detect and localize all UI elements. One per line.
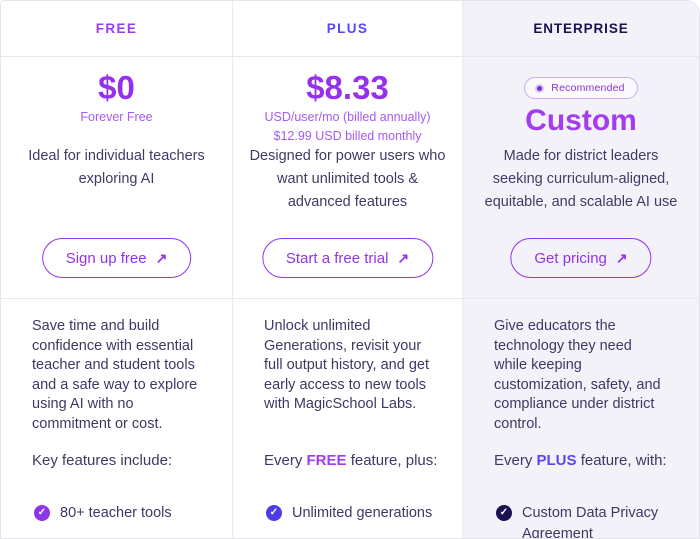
- start-free-trial-button[interactable]: Start a free trial ↗: [261, 238, 434, 278]
- get-pricing-button-label: Get pricing: [534, 249, 607, 267]
- plan-summary-plus: $8.33 USD/user/mo (billed annually) $12.…: [233, 57, 462, 299]
- plan-name-plus: PLUS: [326, 21, 369, 36]
- feature-label: 80+ teacher tools: [60, 505, 172, 521]
- price-plus: $8.33: [306, 69, 389, 106]
- recommended-badge-label: Recommended: [551, 82, 625, 94]
- plan-name-enterprise: ENTERPRISE: [533, 21, 629, 36]
- features-heading-emphasis: FREE: [306, 452, 347, 469]
- tagline-enterprise: Made for district leaders seeking curric…: [484, 148, 678, 210]
- check-circle-icon: ✓: [266, 505, 282, 521]
- arrow-up-right-icon: ↗: [155, 250, 168, 266]
- price-note-free: Forever Free: [80, 110, 153, 125]
- plan-header-enterprise: ENTERPRISE: [463, 1, 699, 57]
- features-heading-free: Key features include:: [32, 452, 218, 469]
- check-circle-icon: ✓: [34, 505, 50, 521]
- features-heading-suffix: feature, with:: [576, 452, 667, 469]
- plan-details-enterprise: Give educators the technology they need …: [463, 299, 699, 538]
- feature-label: Unlimited generations: [292, 505, 433, 521]
- check-icon: ✓: [269, 507, 279, 518]
- feature-item: ✓ 80+ teacher tools: [34, 503, 216, 524]
- plan-name-free: FREE: [95, 21, 138, 36]
- check-icon: ✓: [37, 507, 47, 518]
- features-heading-text: Every: [494, 452, 537, 469]
- sign-up-free-button-label: Sign up free: [65, 249, 147, 267]
- price-enterprise: Custom: [525, 104, 637, 137]
- plan-description-plus: Unlock unlimited Generations, revisit yo…: [264, 318, 429, 413]
- tagline-plus: Designed for power users who want unlimi…: [249, 148, 446, 210]
- check-circle-icon: ✓: [496, 505, 512, 521]
- plan-column-plus: PLUS $8.33 USD/user/mo (billed annually)…: [233, 1, 463, 538]
- feature-label: Custom Data Privacy Agreement: [522, 505, 659, 539]
- plan-description-enterprise: Give educators the technology they need …: [494, 318, 661, 432]
- features-heading-plus: Every FREE feature, plus:: [264, 452, 448, 469]
- features-heading-emphasis: PLUS: [536, 452, 577, 469]
- sign-up-free-button[interactable]: Sign up free ↗: [41, 238, 192, 278]
- dot-icon: [535, 83, 545, 93]
- arrow-up-right-icon: ↗: [397, 250, 410, 266]
- arrow-up-right-icon: ↗: [615, 250, 628, 266]
- check-icon: ✓: [499, 507, 509, 518]
- price-free: $0: [98, 69, 135, 106]
- features-heading-suffix: feature, plus:: [346, 452, 438, 469]
- plan-header-free: FREE: [1, 1, 232, 57]
- feature-item: ✓ Custom Data Privacy Agreement: [496, 503, 683, 539]
- plan-details-free: Save time and build confidence with esse…: [1, 299, 232, 538]
- start-free-trial-button-label: Start a free trial: [285, 249, 389, 267]
- plan-summary-free: $0 Forever Free Ideal for individual tea…: [1, 57, 232, 299]
- plan-summary-enterprise: Recommended Custom Made for district lea…: [463, 57, 699, 299]
- price-note-plus-monthly: $12.99 USD billed monthly: [273, 129, 422, 144]
- plan-column-enterprise: ENTERPRISE Recommended Custom Made for d…: [463, 1, 699, 538]
- feature-item: ✓ Unlimited generations: [266, 503, 446, 524]
- features-heading-enterprise: Every PLUS feature, with:: [494, 452, 685, 469]
- plan-column-free: FREE $0 Forever Free Ideal for individua…: [1, 1, 233, 538]
- plan-description-free: Save time and build confidence with esse…: [32, 318, 198, 432]
- plan-details-plus: Unlock unlimited Generations, revisit yo…: [233, 299, 462, 538]
- tagline-free: Ideal for individual teachers exploring …: [28, 148, 205, 187]
- features-heading-text: Key features include:: [32, 452, 173, 469]
- features-heading-text: Every: [264, 452, 307, 469]
- price-note-plus-annual: USD/user/mo (billed annually): [264, 110, 431, 125]
- get-pricing-button[interactable]: Get pricing ↗: [510, 238, 652, 278]
- recommended-badge: Recommended: [524, 77, 638, 99]
- plan-header-plus: PLUS: [233, 1, 462, 57]
